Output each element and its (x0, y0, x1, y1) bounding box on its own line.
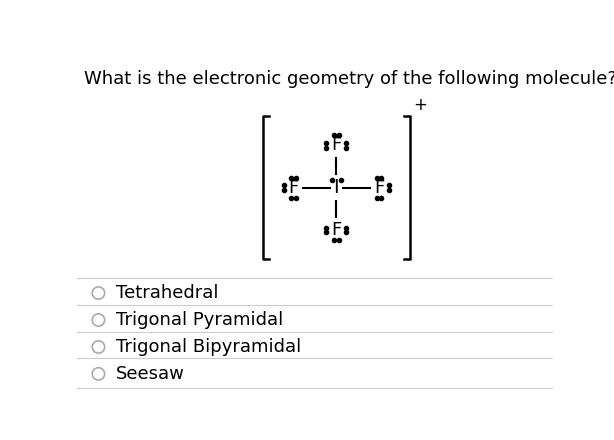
Text: F: F (331, 221, 341, 239)
Text: F: F (374, 179, 384, 197)
Text: Trigonal Bipyramidal: Trigonal Bipyramidal (115, 338, 301, 356)
Text: Trigonal Pyramidal: Trigonal Pyramidal (115, 311, 283, 329)
Text: What is the electronic geometry of the following molecule?: What is the electronic geometry of the f… (85, 70, 614, 88)
Text: Seesaw: Seesaw (115, 365, 184, 383)
Text: Tetrahedral: Tetrahedral (115, 284, 218, 302)
Text: +: + (413, 96, 427, 114)
Text: F: F (331, 136, 341, 154)
Text: I: I (333, 178, 339, 197)
Text: F: F (289, 179, 299, 197)
